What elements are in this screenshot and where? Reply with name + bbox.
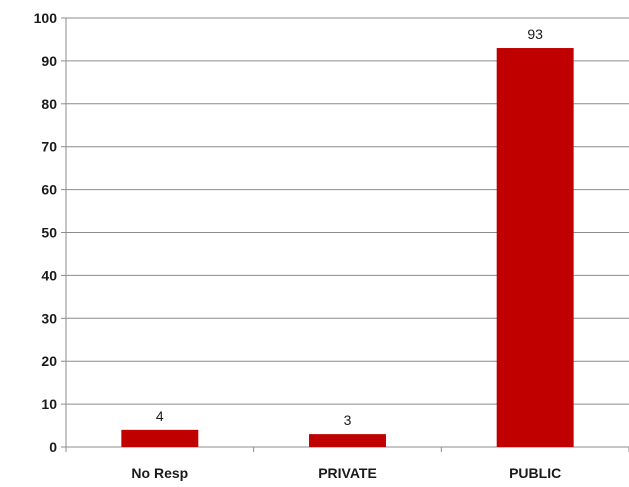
category-labels: No Resp PRIVATE PUBLIC	[131, 465, 561, 481]
bars	[121, 48, 574, 447]
y-tick-label: 50	[41, 225, 57, 241]
y-tick-label: 30	[41, 310, 57, 326]
bar	[309, 434, 386, 447]
data-label: 93	[527, 26, 543, 42]
category-label: PRIVATE	[318, 465, 377, 481]
y-tick-label: 0	[49, 439, 57, 455]
y-tick-label: 10	[41, 396, 57, 412]
data-label: 3	[344, 412, 352, 428]
category-label: PUBLIC	[509, 465, 561, 481]
y-tick-label: 40	[41, 267, 57, 283]
y-tick-label: 20	[41, 353, 57, 369]
y-tick-label: 80	[41, 96, 57, 112]
category-label: No Resp	[131, 465, 188, 481]
bar	[496, 48, 574, 447]
y-tick-label: 60	[41, 182, 57, 198]
y-tick-label: 90	[41, 53, 57, 69]
bar	[121, 429, 199, 447]
y-tick-label: 100	[34, 10, 58, 26]
data-label: 4	[156, 408, 164, 424]
y-tick-label: 70	[41, 139, 57, 155]
gridlines	[66, 17, 629, 405]
y-tick-labels: 0 10 20 30 40 50 60 70 80 90 100	[34, 10, 58, 455]
data-labels: 4 3 93	[156, 26, 543, 428]
